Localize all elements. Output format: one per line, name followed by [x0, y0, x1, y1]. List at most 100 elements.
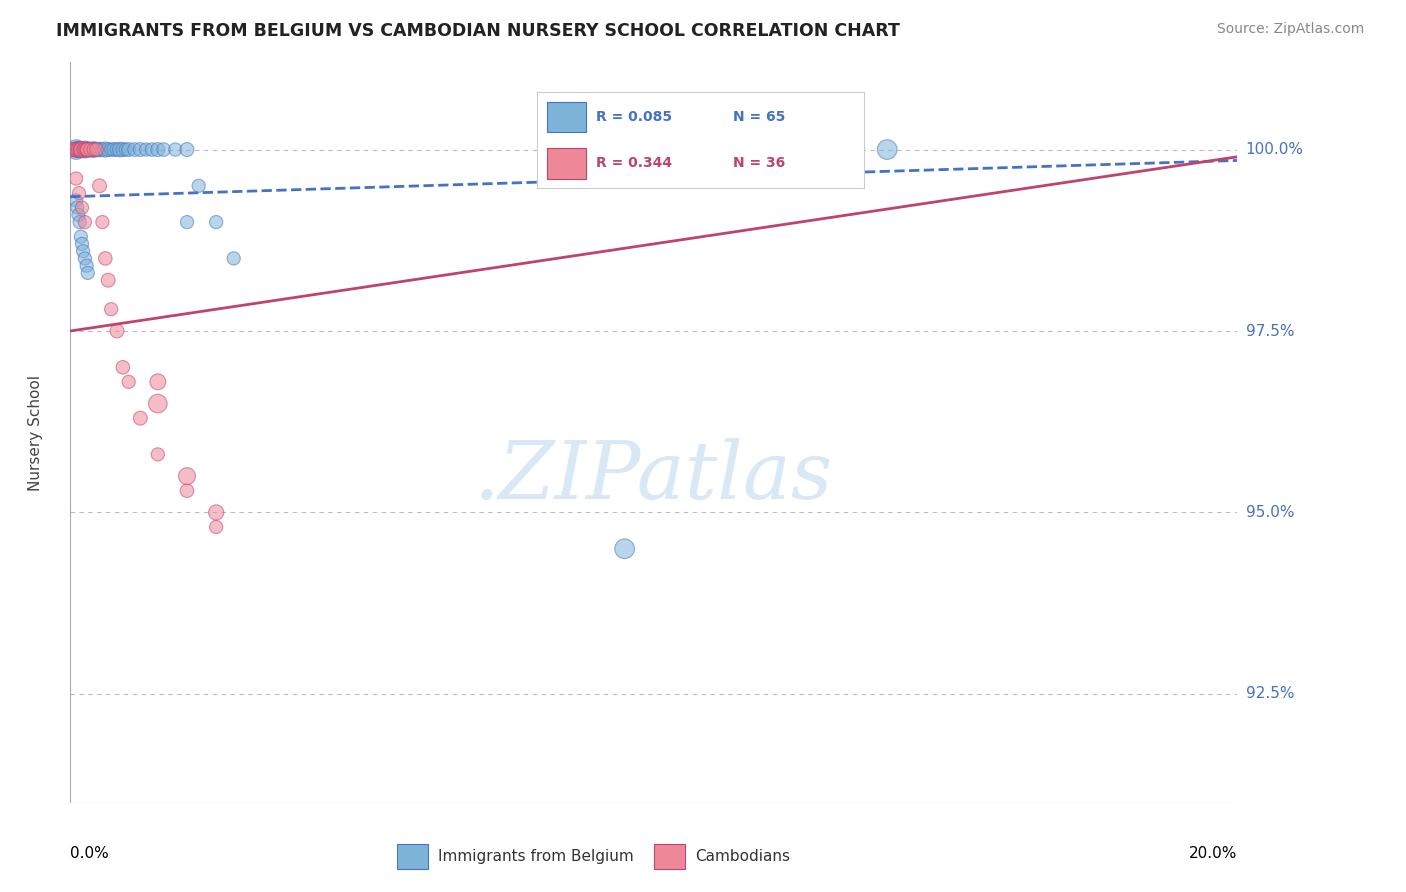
Point [97, 143, 120, 157]
Point [97, 273, 120, 287]
Point [176, 469, 198, 483]
Point [613, 541, 636, 556]
Point [69, 143, 91, 157]
Point [100, 302, 122, 317]
Point [103, 143, 125, 157]
Point [86, 143, 108, 157]
Point [73, 215, 96, 229]
Point [205, 506, 228, 520]
Point [69, 229, 91, 244]
Point [67, 208, 90, 222]
Point [146, 447, 169, 461]
Point [73, 143, 96, 157]
Text: IMMIGRANTS FROM BELGIUM VS CAMBODIAN NURSERY SCHOOL CORRELATION CHART: IMMIGRANTS FROM BELGIUM VS CAMBODIAN NUR… [56, 22, 900, 40]
Point [146, 375, 169, 389]
Point [77, 143, 100, 157]
Point [65, 171, 87, 186]
Point [69, 143, 91, 157]
Point [72, 143, 94, 157]
Point [70, 143, 93, 157]
Point [75, 143, 97, 157]
Point [76, 259, 98, 273]
Text: .ZIPatlas: .ZIPatlas [474, 438, 834, 516]
Point [111, 360, 134, 375]
Point [83, 143, 105, 157]
Point [66, 143, 89, 157]
Point [91, 215, 114, 229]
Point [70, 236, 93, 251]
Text: 100.0%: 100.0% [1246, 142, 1303, 157]
Point [118, 143, 141, 157]
Point [146, 396, 169, 410]
Point [73, 252, 96, 266]
Point [69, 143, 91, 157]
Point [73, 143, 96, 157]
Point [152, 143, 174, 157]
Point [69, 215, 91, 229]
Point [66, 143, 89, 157]
Point [70, 143, 93, 157]
Point [118, 375, 141, 389]
Point [165, 143, 187, 157]
Text: 97.5%: 97.5% [1246, 324, 1294, 338]
Point [80, 143, 103, 157]
Point [80, 143, 103, 157]
Point [67, 143, 90, 157]
Text: Nursery School: Nursery School [28, 375, 42, 491]
Point [89, 143, 111, 157]
Point [222, 252, 245, 266]
Point [76, 143, 98, 157]
Point [205, 215, 228, 229]
Text: Source: ZipAtlas.com: Source: ZipAtlas.com [1216, 22, 1364, 37]
Point [135, 143, 157, 157]
Point [69, 143, 91, 157]
Point [86, 143, 108, 157]
Point [70, 143, 93, 157]
Point [75, 143, 97, 157]
Point [67, 143, 90, 157]
Point [72, 143, 94, 157]
Point [66, 201, 89, 215]
Point [65, 143, 87, 157]
Point [89, 178, 111, 193]
Point [114, 143, 136, 157]
Point [108, 143, 131, 157]
Point [105, 324, 128, 338]
Point [67, 186, 90, 200]
Point [82, 143, 104, 157]
Point [105, 143, 128, 157]
Point [72, 244, 94, 259]
Point [176, 143, 198, 157]
Point [73, 143, 96, 157]
Point [63, 143, 86, 157]
Point [83, 143, 105, 157]
Point [63, 143, 86, 157]
Point [65, 194, 87, 208]
Point [65, 143, 87, 157]
Point [76, 143, 98, 157]
Point [111, 143, 134, 157]
Point [70, 201, 93, 215]
Point [76, 143, 98, 157]
Point [66, 143, 89, 157]
Point [87, 143, 110, 157]
Point [91, 143, 114, 157]
Point [75, 143, 97, 157]
Point [62, 143, 84, 157]
Point [72, 143, 94, 157]
Point [176, 215, 198, 229]
Point [94, 143, 117, 157]
Point [76, 143, 98, 157]
Point [100, 143, 122, 157]
Point [65, 143, 87, 157]
Text: 92.5%: 92.5% [1246, 687, 1294, 701]
Point [67, 143, 90, 157]
Point [124, 143, 146, 157]
Point [76, 266, 98, 280]
Text: 20.0%: 20.0% [1189, 847, 1237, 862]
Point [146, 143, 169, 157]
Point [176, 483, 198, 498]
Point [62, 143, 84, 157]
Point [83, 143, 105, 157]
Point [187, 178, 209, 193]
